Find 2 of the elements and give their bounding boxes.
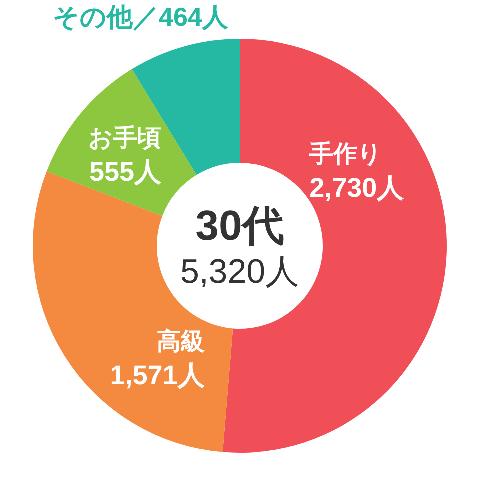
title: 30代 bbox=[196, 202, 284, 249]
subtitle: 5,320人 bbox=[180, 253, 300, 291]
